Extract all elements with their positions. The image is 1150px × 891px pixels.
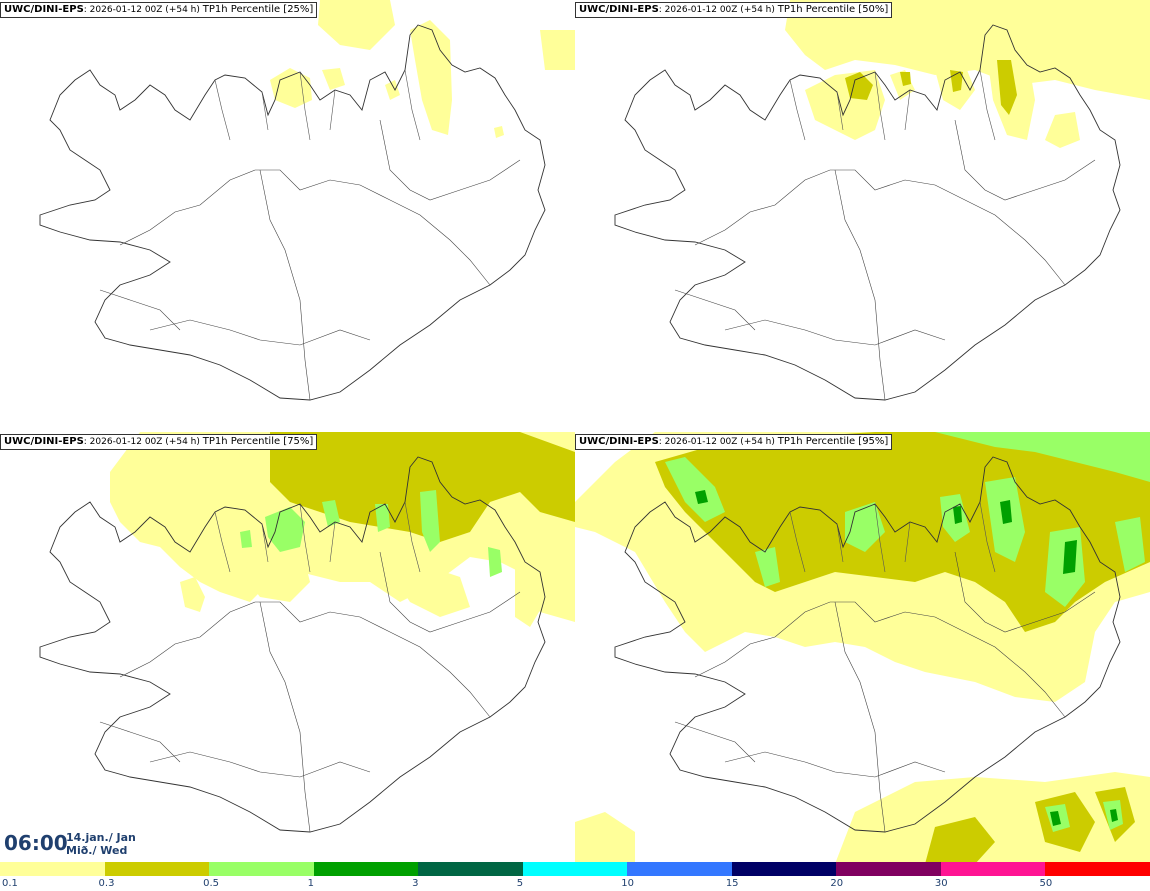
model-name: UWC/DINI-EPS <box>579 4 659 15</box>
legend-swatch <box>313 862 419 876</box>
legend-swatch <box>731 862 837 876</box>
date-line-1: 14.jan./ Jan <box>66 831 136 844</box>
run-info: : 2026-01-12 00Z (+54 h) <box>658 437 775 447</box>
parameter: TP1h Percentile [95%] <box>777 436 889 447</box>
valid-date: 14.jan./ Jan Mið./ Wed <box>66 831 136 857</box>
map-panel-95: UWC/DINI-EPS: 2026-01-12 00Z (+54 h) TP1… <box>575 432 1150 864</box>
precip-map-25 <box>39 0 575 401</box>
legend-swatch <box>627 862 733 876</box>
panel-title: UWC/DINI-EPS: 2026-01-12 00Z (+54 h) TP1… <box>0 2 318 18</box>
color-legend: 0.1 0.3 0.5 1 3 5 10 15 20 30 50 <box>0 862 1150 891</box>
legend-swatch <box>418 862 524 876</box>
legend-swatch <box>836 862 942 876</box>
precip-map-95 <box>575 432 1150 864</box>
run-info: : 2026-01-12 00Z (+54 h) <box>83 437 200 447</box>
legend-tick-label: 1 <box>307 878 314 889</box>
model-name: UWC/DINI-EPS <box>4 436 84 447</box>
run-info: : 2026-01-12 00Z (+54 h) <box>658 5 775 15</box>
parameter: TP1h Percentile [50%] <box>777 4 889 15</box>
legend-tick-label: 3 <box>412 878 419 889</box>
legend-swatch <box>522 862 628 876</box>
date-line-2: Mið./ Wed <box>66 844 128 857</box>
legend-tick-label: 10 <box>621 878 634 889</box>
map-panel-25: UWC/DINI-EPS: 2026-01-12 00Z (+54 h) TP1… <box>0 0 575 432</box>
legend-tick-label: 15 <box>725 878 739 889</box>
legend-tick-label: 0.3 <box>98 878 115 889</box>
model-name: UWC/DINI-EPS <box>4 4 84 15</box>
map-panel-50: UWC/DINI-EPS: 2026-01-12 00Z (+54 h) TP1… <box>575 0 1150 432</box>
legend-swatch <box>1045 862 1150 876</box>
legend-swatch <box>104 862 210 876</box>
legend-swatch <box>209 862 315 876</box>
legend-tick-label: 30 <box>934 878 948 889</box>
legend-swatch <box>940 862 1046 876</box>
panel-title: UWC/DINI-EPS: 2026-01-12 00Z (+54 h) TP1… <box>575 434 893 450</box>
precip-map-50 <box>614 0 1150 401</box>
legend-tick-label: 0.5 <box>203 878 219 889</box>
parameter: TP1h Percentile [75%] <box>202 436 314 447</box>
panel-title: UWC/DINI-EPS: 2026-01-12 00Z (+54 h) TP1… <box>0 434 318 450</box>
parameter: TP1h Percentile [25%] <box>202 4 314 15</box>
panel-title: UWC/DINI-EPS: 2026-01-12 00Z (+54 h) TP1… <box>575 2 893 18</box>
valid-time-box: 06:00 14.jan./ Jan Mið./ Wed <box>2 828 142 861</box>
legend-tick-label: 50 <box>1039 878 1053 889</box>
legend-tick-label: 5 <box>516 878 524 889</box>
map-panel-75: UWC/DINI-EPS: 2026-01-12 00Z (+54 h) TP1… <box>0 432 575 864</box>
valid-time: 06:00 <box>4 831 68 855</box>
precip-map-75 <box>39 432 575 833</box>
legend-tick-label: 0.1 <box>2 878 18 889</box>
run-info: : 2026-01-12 00Z (+54 h) <box>83 5 200 15</box>
legend-swatch <box>0 862 106 876</box>
model-name: UWC/DINI-EPS <box>579 436 659 447</box>
legend-tick-label: 20 <box>830 878 844 889</box>
